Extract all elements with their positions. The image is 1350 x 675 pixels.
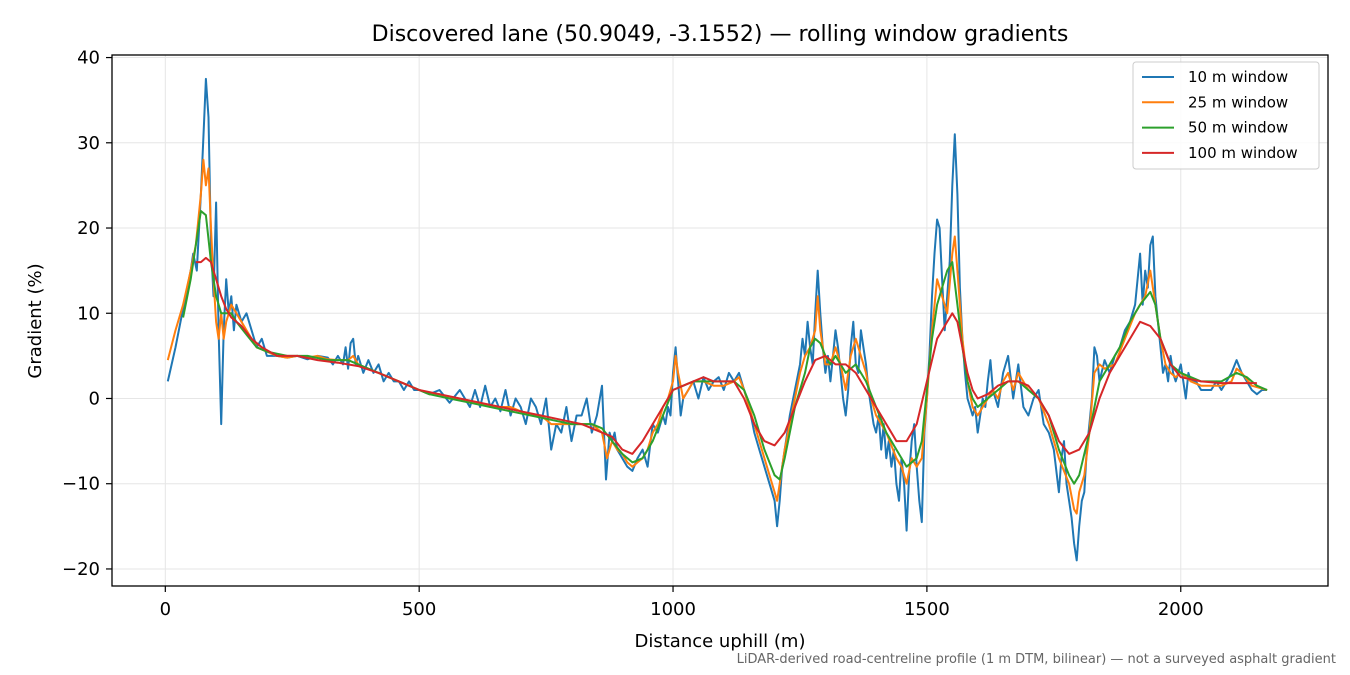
x-tick-label: 500 — [402, 599, 436, 620]
y-tick-label: −10 — [62, 474, 100, 495]
legend-label-100-m-window: 100 m window — [1188, 144, 1298, 162]
series-lines — [166, 77, 1268, 562]
x-tick-label: 1000 — [650, 599, 696, 620]
y-tick-label: 0 — [89, 388, 100, 409]
legend-label-10-m-window: 10 m window — [1188, 68, 1288, 86]
footnote: LiDAR-derived road-centreline profile (1… — [736, 652, 1336, 667]
plot-frame — [111, 54, 1329, 587]
series-50-m-window — [182, 210, 1268, 485]
y-tick-label: −20 — [62, 559, 100, 580]
x-tick-label: 0 — [160, 599, 171, 620]
series-100-m-window — [195, 256, 1257, 455]
y-tick-label: 40 — [77, 48, 100, 69]
legend: 10 m window 25 m window 50 m window 100 m w… — [1132, 61, 1320, 170]
x-axis-ticks: 0 500 1000 1500 2000 — [160, 586, 1204, 620]
y-tick-label: 30 — [77, 133, 100, 154]
grid — [112, 55, 1328, 586]
y-tick-label: 10 — [77, 303, 100, 324]
y-tick-label: 20 — [77, 218, 100, 239]
x-axis-label: Distance uphill (m) — [635, 631, 806, 652]
legend-box — [1132, 61, 1320, 170]
y-axis-label: Gradient (%) — [25, 263, 46, 378]
x-tick-label: 2000 — [1158, 599, 1204, 620]
y-axis-ticks: −20 −10 0 10 20 30 40 — [62, 48, 112, 580]
chart-title: Discovered lane (50.9049, -3.1552) — rol… — [372, 22, 1069, 47]
series-25-m-window — [166, 158, 1268, 515]
series-10-m-window — [166, 77, 1268, 562]
x-tick-label: 1500 — [904, 599, 950, 620]
legend-label-50-m-window: 50 m window — [1188, 119, 1288, 137]
legend-label-25-m-window: 25 m window — [1188, 93, 1288, 111]
